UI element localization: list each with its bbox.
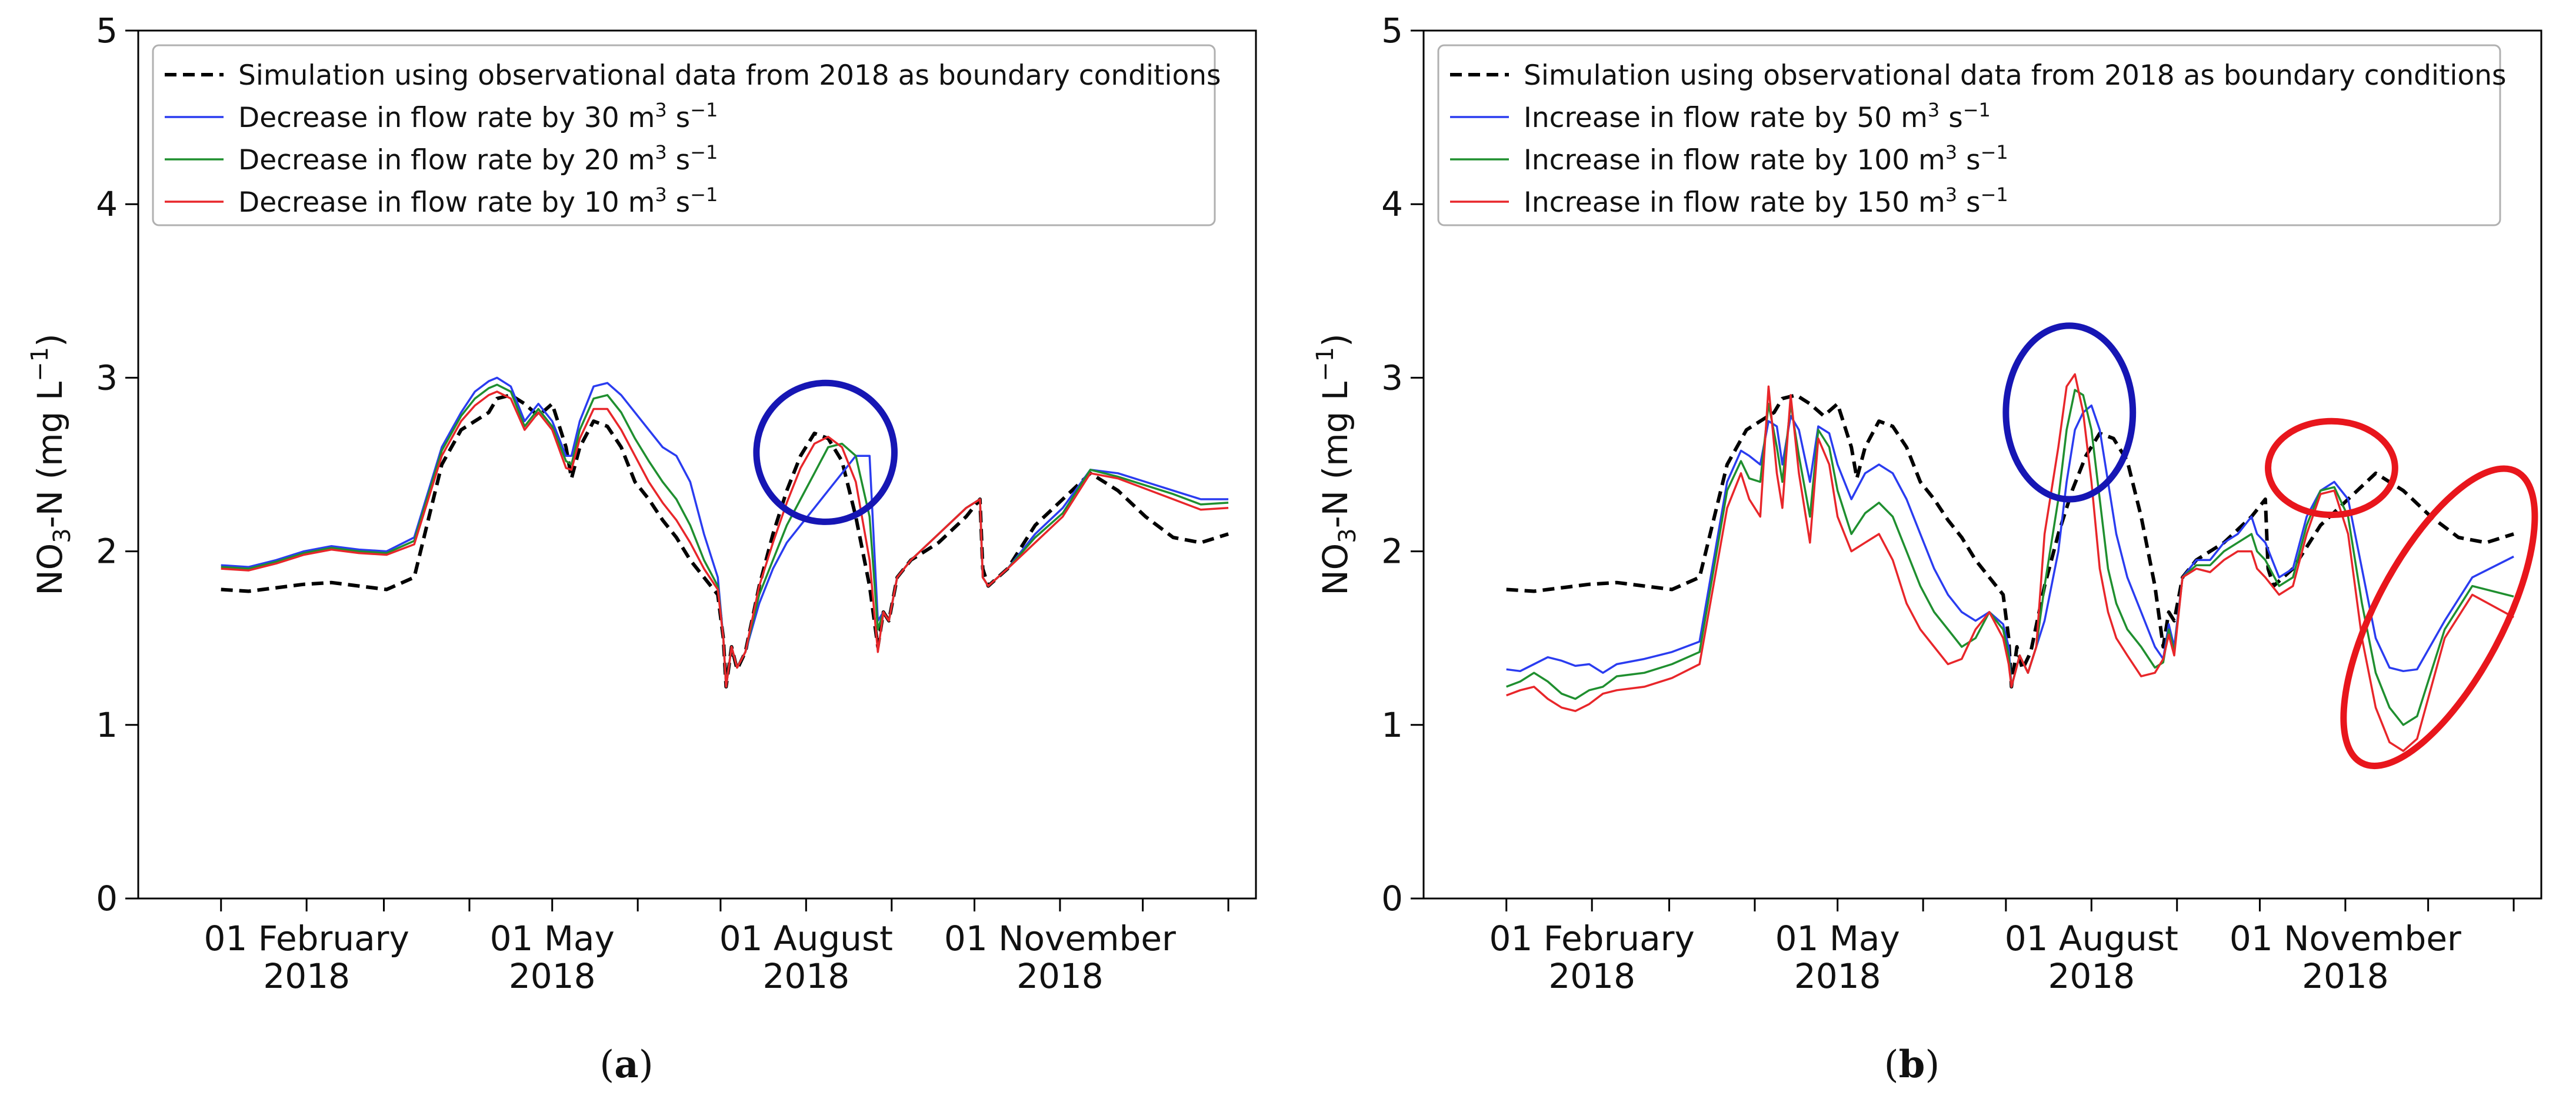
legend-label: Decrease in flow rate by 20 m3 s−1	[238, 141, 718, 176]
x-tick-label: 01 November	[944, 918, 1176, 958]
y-tick-label: 4	[1381, 184, 1403, 224]
series-line-3	[221, 390, 1229, 688]
legend-label: Decrease in flow rate by 10 m3 s−1	[238, 183, 718, 219]
y-tick-label: 5	[96, 11, 118, 51]
x-tick-label-year: 2018	[263, 956, 350, 996]
x-tick-label-year: 2018	[2302, 956, 2389, 996]
series-line-2	[221, 383, 1229, 688]
series-group	[1506, 373, 2514, 752]
series-line-3	[1506, 373, 2514, 752]
x-tick-label: 01 November	[2230, 918, 2461, 958]
panel-label: (a)	[599, 1043, 653, 1087]
y-axis-label: NO3-N (mg L−1)	[1312, 333, 1361, 596]
x-tick-label-year: 2018	[1548, 956, 1635, 996]
x-tick-label: 01 August	[719, 918, 893, 958]
legend-label: Increase in flow rate by 100 m3 s−1	[1524, 141, 2008, 176]
plot-frame	[1422, 29, 2542, 900]
annotation-ellipse	[753, 379, 898, 525]
annotation-ellipse	[2265, 417, 2398, 519]
y-tick-label: 4	[96, 184, 118, 224]
x-tick-label: 01 August	[2005, 918, 2178, 958]
x-tick-label-year: 2018	[1017, 956, 1104, 996]
y-tick-label: 3	[96, 358, 118, 397]
panel-label: (b)	[1884, 1043, 1940, 1087]
x-tick-label: 01 February	[1489, 918, 1695, 958]
y-tick-label: 2	[1381, 532, 1403, 572]
legend-box	[1437, 44, 2501, 226]
legend-label: Simulation using observational data from…	[1524, 59, 2507, 92]
plot-frame	[137, 29, 1257, 900]
x-tick-label-year: 2018	[2048, 956, 2135, 996]
x-tick-label: 01 May	[490, 918, 615, 958]
y-tick-label: 5	[1381, 11, 1403, 51]
y-axis-label: NO3-N (mg L−1)	[26, 333, 76, 596]
y-tick-label: 2	[96, 532, 118, 572]
legend-label: Increase in flow rate by 50 m3 s−1	[1524, 99, 1991, 134]
x-tick-label-year: 2018	[1794, 956, 1881, 996]
x-tick-label-year: 2018	[509, 956, 596, 996]
y-tick-label: 1	[96, 705, 118, 745]
y-tick-label: 1	[1381, 705, 1403, 745]
annotation-ellipse	[2002, 322, 2137, 503]
series-line-0	[221, 393, 1229, 689]
legend-label: Simulation using observational data from…	[238, 59, 1221, 92]
series-group	[221, 376, 1229, 689]
annotation-ellipse	[2340, 465, 2538, 770]
legend-box	[152, 44, 1216, 226]
x-tick-label: 01 May	[1775, 918, 1900, 958]
series-line-1	[221, 376, 1229, 688]
x-tick-label-year: 2018	[763, 956, 850, 996]
y-tick-label: 0	[1381, 878, 1403, 918]
x-tick-label: 01 February	[204, 918, 409, 958]
legend-label: Increase in flow rate by 150 m3 s−1	[1524, 183, 2008, 219]
y-tick-label: 0	[96, 878, 118, 918]
y-tick-label: 3	[1381, 358, 1403, 397]
legend-label: Decrease in flow rate by 30 m3 s−1	[238, 99, 718, 134]
